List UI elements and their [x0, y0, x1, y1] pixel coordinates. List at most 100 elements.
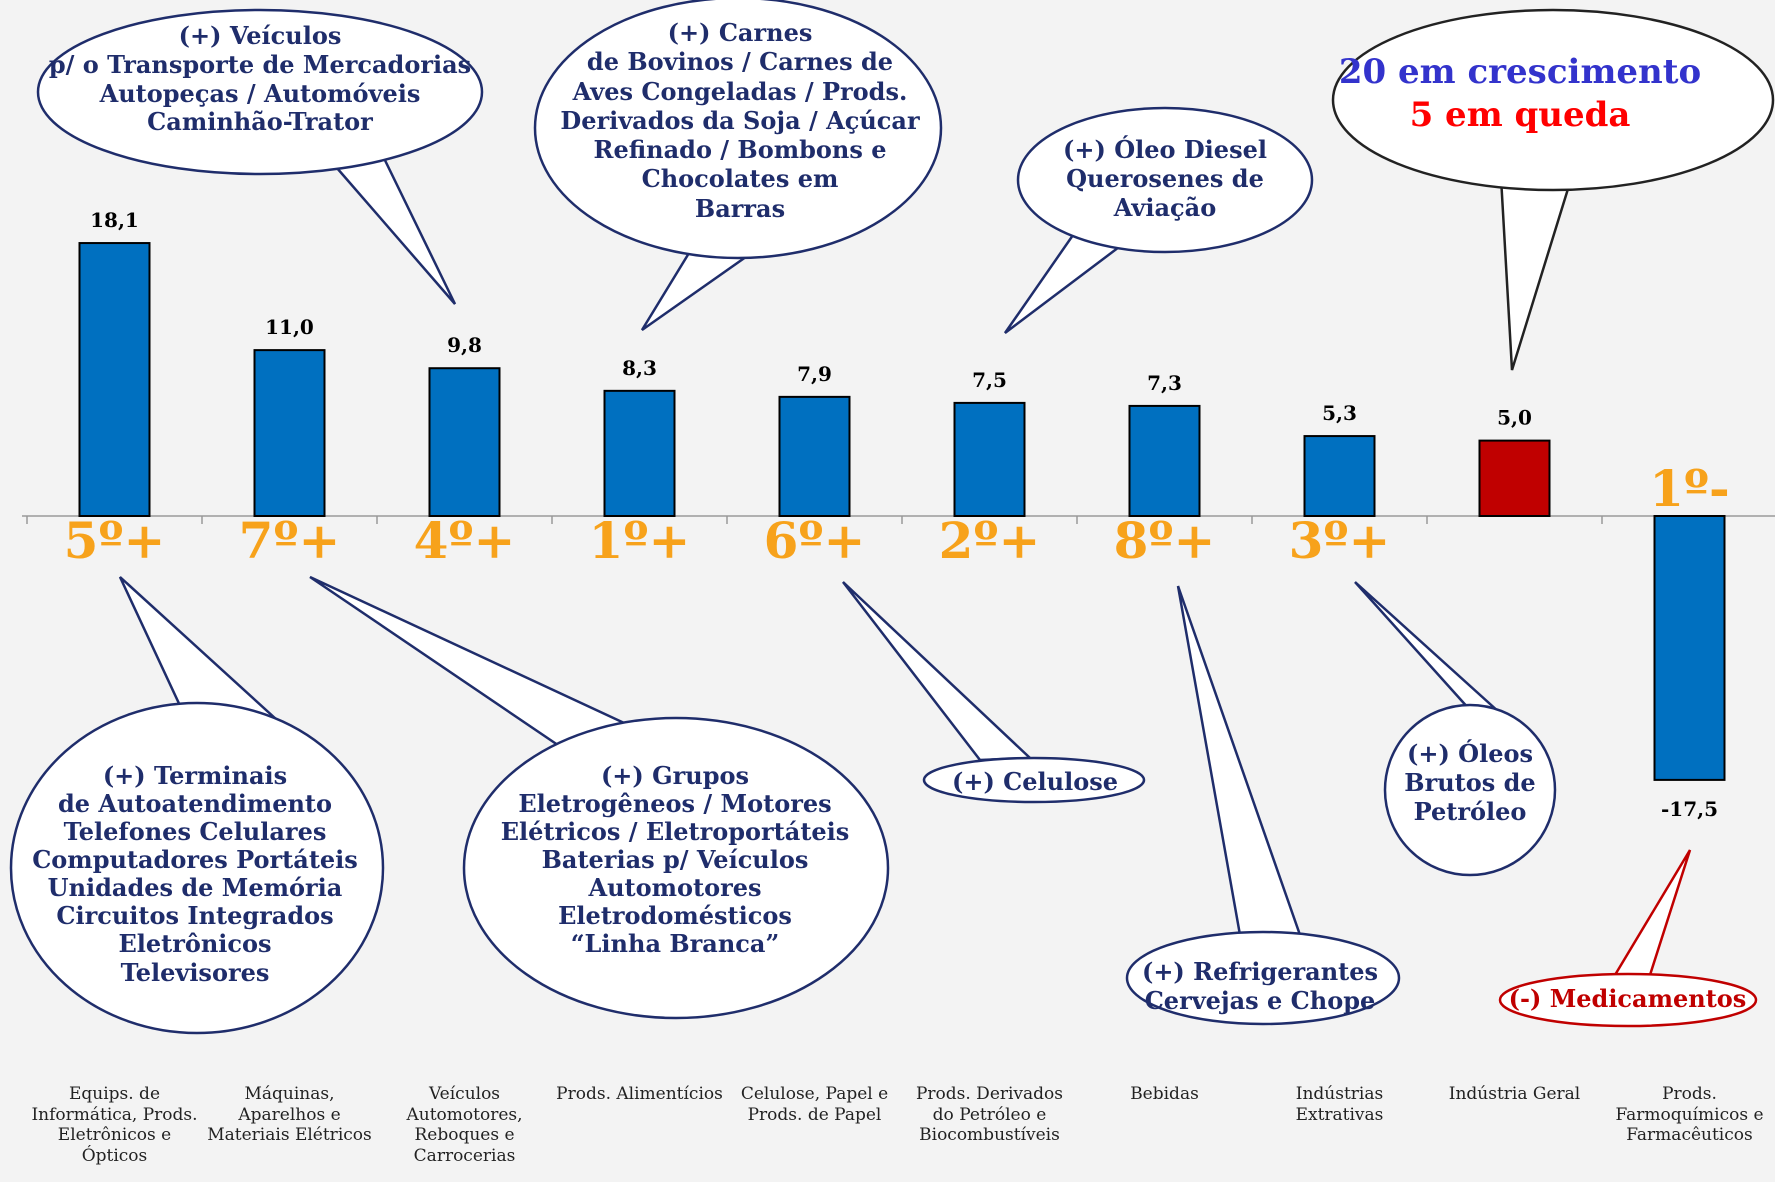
callout-summary — [1331, 8, 1775, 371]
rank-label: 6º+ — [764, 511, 866, 570]
value-label: 5,0 — [1497, 406, 1532, 430]
summary-growth: 20 em crescimento — [1338, 52, 1702, 92]
callout-electronics — [9, 576, 385, 1035]
rank-label: 2º+ — [939, 511, 1041, 570]
category-label-line: Reboques e — [414, 1125, 515, 1146]
callout-text-negative: (-) Medicamentos — [1508, 984, 1747, 1013]
callout-tail — [842, 581, 1034, 762]
callout-fill — [1387, 707, 1553, 873]
callout-fill — [13, 705, 381, 1031]
category-label-line: Indústria Geral — [1448, 1084, 1581, 1104]
category-label-line: Informática, Prods. — [31, 1104, 198, 1125]
callout-text: (+) Refrigerantes Cervejas e Chope — [1141, 957, 1379, 1015]
category-label-line: Veículos — [428, 1084, 501, 1104]
category-label-line: Farmoquímicos e — [1615, 1104, 1764, 1125]
category-label: Prods. Alimentícios — [555, 1084, 725, 1105]
callout-fill — [466, 720, 886, 1016]
bar — [953, 401, 1026, 517]
category-label-line: Equips. de — [68, 1084, 161, 1104]
category-label-line: Prods. Alimentícios — [556, 1084, 723, 1104]
category-label: Prods. Farmoquímicos e Farmacêuticos — [1605, 1084, 1775, 1146]
category-label: Indústrias Extrativas — [1255, 1084, 1425, 1125]
bar — [1128, 404, 1201, 517]
category-label: Indústria Geral — [1430, 1084, 1600, 1105]
category-label-line: Materiais Elétricos — [207, 1125, 372, 1146]
value-label: 7,3 — [1147, 371, 1182, 395]
value-label: 8,3 — [622, 356, 657, 380]
rank-label: 5º+ — [64, 511, 166, 570]
callout-machines — [309, 575, 890, 1020]
category-label-line: Prods. — [1662, 1084, 1717, 1104]
category-label-line: Carrocerias — [413, 1146, 516, 1167]
callout-oil — [1354, 581, 1557, 877]
category-label-line: Bebidas — [1130, 1084, 1199, 1104]
rank-label: 3º+ — [1289, 511, 1391, 570]
callout-text: (+) Óleos Brutos de Petróleo — [1404, 739, 1536, 826]
category-label: Bebidas — [1080, 1084, 1250, 1105]
category-label: Veículos Automotores, Reboques e Carroceria… — [380, 1084, 550, 1167]
bar — [1303, 435, 1376, 517]
callout-beverages — [1125, 585, 1401, 1026]
bar — [1653, 515, 1726, 781]
rank-label: 1º+ — [589, 511, 691, 570]
category-label-line: Celulose, Papel e — [740, 1084, 889, 1104]
category-label-line: Máquinas, — [244, 1084, 335, 1104]
value-label: -17,5 — [1661, 797, 1718, 821]
callout-text: (+) Celulose — [951, 767, 1119, 796]
callout-text: (+) Óleo Diesel Querosenes de Aviação — [1063, 135, 1267, 222]
summary-decline: 5 em queda — [1409, 95, 1631, 135]
value-label: 9,8 — [447, 333, 482, 357]
bar — [603, 389, 676, 517]
callout-fill — [40, 12, 480, 172]
callout-tail — [1612, 849, 1692, 977]
category-label-line: Eletrônicos e — [57, 1125, 172, 1146]
callout-text: (+) Carnes de Bovinos / Carnes de Aves Con… — [560, 18, 920, 223]
category-label: Equips. de Informática, Prods. Eletrônicos… — [30, 1084, 200, 1167]
callout-text: (+) Grupos Eletrogêneos / Motores Elétrico… — [500, 761, 850, 959]
bar — [78, 242, 151, 517]
bar — [428, 367, 501, 517]
callout-fill — [1335, 12, 1771, 188]
rank-label: 7º+ — [239, 511, 341, 570]
callout-cellulose — [842, 581, 1146, 804]
category-label-line: Indústrias — [1295, 1084, 1384, 1104]
callout-fill — [1502, 976, 1754, 1024]
rank-label: 4º+ — [414, 511, 516, 570]
category-label-line: Ópticos — [81, 1146, 148, 1167]
category-label-line: Biocombustíveis — [919, 1125, 1060, 1146]
callout-tail — [1354, 581, 1504, 715]
category-label-line: do Petróleo e — [932, 1104, 1047, 1125]
category-label-line: Farmacêuticos — [1626, 1125, 1753, 1146]
callout-fill — [1129, 934, 1397, 1022]
callout-tail — [327, 148, 457, 305]
bar — [253, 349, 326, 517]
callout-fill — [537, 0, 939, 256]
callout-vehicles — [36, 8, 484, 305]
category-label: Prods. Derivados do Petróleo e Biocombustí… — [905, 1084, 1075, 1146]
callout-tail — [1176, 585, 1302, 937]
rank-label: 1º- — [1649, 459, 1730, 518]
callout-medicines — [1498, 849, 1758, 1028]
rank-label: 8º+ — [1114, 511, 1216, 570]
value-label: 18,1 — [90, 208, 139, 232]
callout-text: (+) Veículos p/ o Transporte de Mercadori… — [48, 21, 472, 137]
category-label: Celulose, Papel e Prods. de Papel — [730, 1084, 900, 1125]
value-label: 7,5 — [972, 368, 1007, 392]
category-label-line: Extrativas — [1295, 1104, 1384, 1125]
callout-diesel — [1003, 106, 1314, 334]
category-label-line: Prods. de Papel — [747, 1104, 882, 1125]
callout-fill — [1020, 110, 1310, 250]
callout-fill — [926, 760, 1142, 800]
callout-food — [533, 0, 943, 332]
value-label: 5,3 — [1322, 401, 1357, 425]
category-label-line: Prods. Derivados — [915, 1084, 1064, 1104]
category-label-line: Aparelhos e — [238, 1104, 341, 1125]
bar — [778, 395, 851, 518]
value-label: 7,9 — [797, 362, 832, 386]
bar — [1478, 439, 1551, 518]
callout-text: (+) Terminais de Autoatendimento Telefones… — [32, 761, 358, 987]
category-label-line: Automotores, — [406, 1104, 523, 1125]
value-label: 11,0 — [265, 315, 314, 339]
category-label: Máquinas, Aparelhos e Materiais Elétricos — [205, 1084, 375, 1146]
